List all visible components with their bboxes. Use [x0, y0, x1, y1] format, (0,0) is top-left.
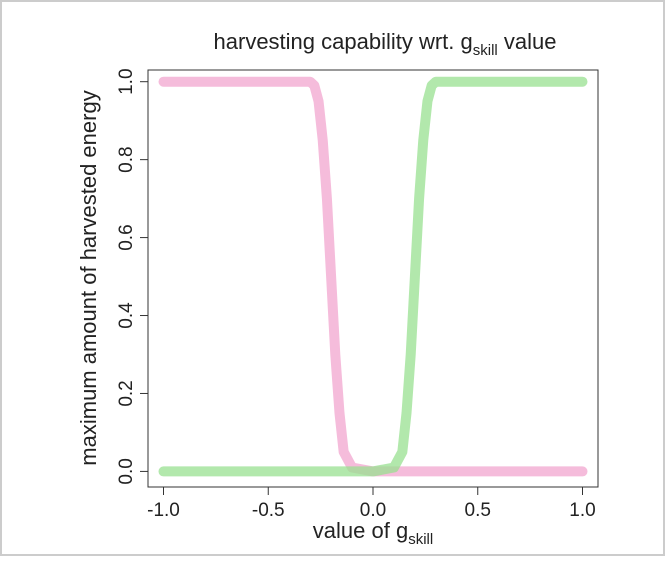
y-axis-label: maximum amount of harvested energy: [76, 90, 101, 465]
title-sub: skill: [473, 42, 498, 59]
title-tail: value: [498, 29, 557, 54]
y-tick-label: 0.0: [116, 458, 137, 484]
x-tick-label: -1.0: [147, 500, 180, 521]
x-tick-label: 1.0: [569, 500, 595, 521]
x-tick-label: 0.0: [360, 500, 386, 521]
y-tick-label: 0.4: [116, 302, 137, 329]
xlabel-main: value of g: [313, 518, 408, 543]
y-tick-label: 1.0: [116, 68, 137, 94]
x-axis-label: value of gskill: [313, 518, 433, 548]
x-tick-label: 0.5: [465, 500, 491, 521]
xlabel-sub: skill: [408, 531, 433, 548]
chart-title: harvesting capability wrt. gskill value: [214, 29, 557, 59]
series-line: [158, 76, 588, 477]
y-tick-label: 0.8: [116, 146, 137, 172]
title-main: harvesting capability wrt. g: [214, 29, 473, 54]
y-tick-label: 0.6: [116, 224, 137, 250]
x-tick-label: -0.5: [252, 500, 285, 521]
y-tick-label: 0.2: [116, 380, 137, 406]
